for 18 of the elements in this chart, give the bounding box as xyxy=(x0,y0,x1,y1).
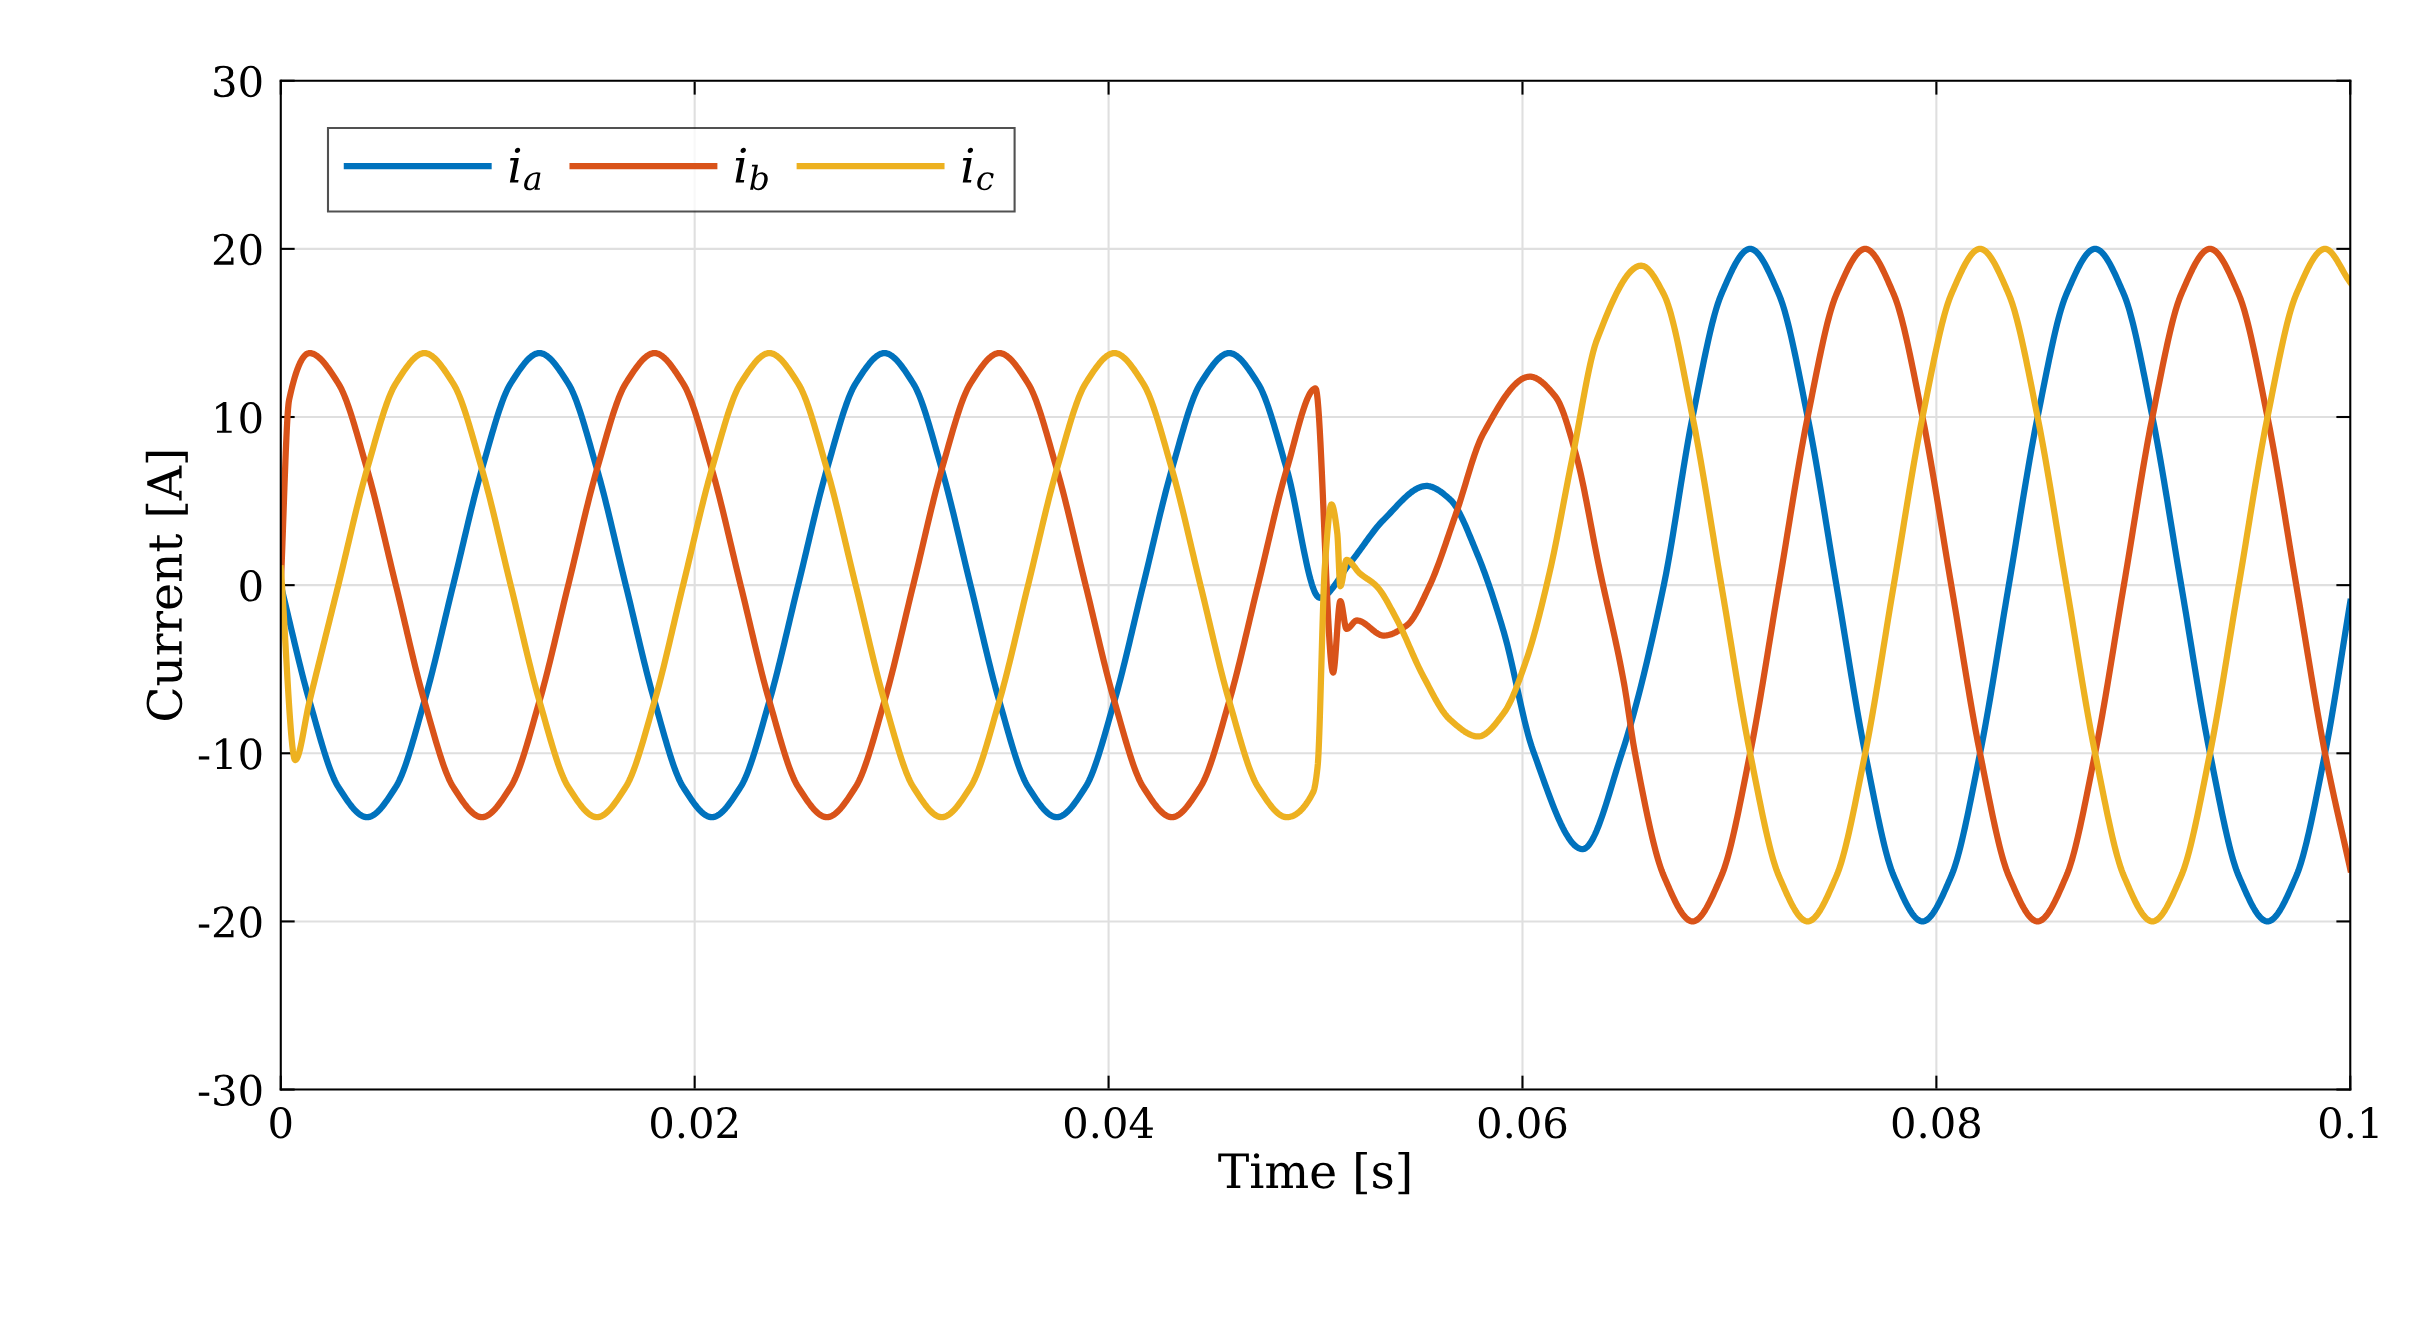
y-tick-label: 30 xyxy=(214,65,262,98)
x-tick-label: 0.08 xyxy=(1892,1106,1980,1139)
y-tick-label: -10 xyxy=(198,738,262,770)
y-tick-label: 0 xyxy=(240,570,262,602)
x-tick-label: 0.04 xyxy=(1064,1106,1153,1139)
y-tick-label: 20 xyxy=(213,233,262,266)
x-tick-label: 0 xyxy=(270,1106,292,1139)
x-axis-title: Time [s] xyxy=(1218,1152,1410,1195)
y-tick-label: 10 xyxy=(216,401,262,434)
legend-label: i$_{a}$ xyxy=(509,147,541,191)
x-tick-label: 0.1 xyxy=(2319,1106,2378,1139)
y-tick-label: -30 xyxy=(198,1074,262,1106)
x-tick-label: 0.02 xyxy=(651,1106,737,1139)
y-axis-title: Current [A] xyxy=(145,451,188,720)
legend-label: i$_{b}$ xyxy=(735,147,768,191)
y-tick-label: -20 xyxy=(198,906,262,938)
x-tick-label: 0.06 xyxy=(1478,1106,1567,1139)
legend-label: i$_{c}$ xyxy=(962,147,994,191)
